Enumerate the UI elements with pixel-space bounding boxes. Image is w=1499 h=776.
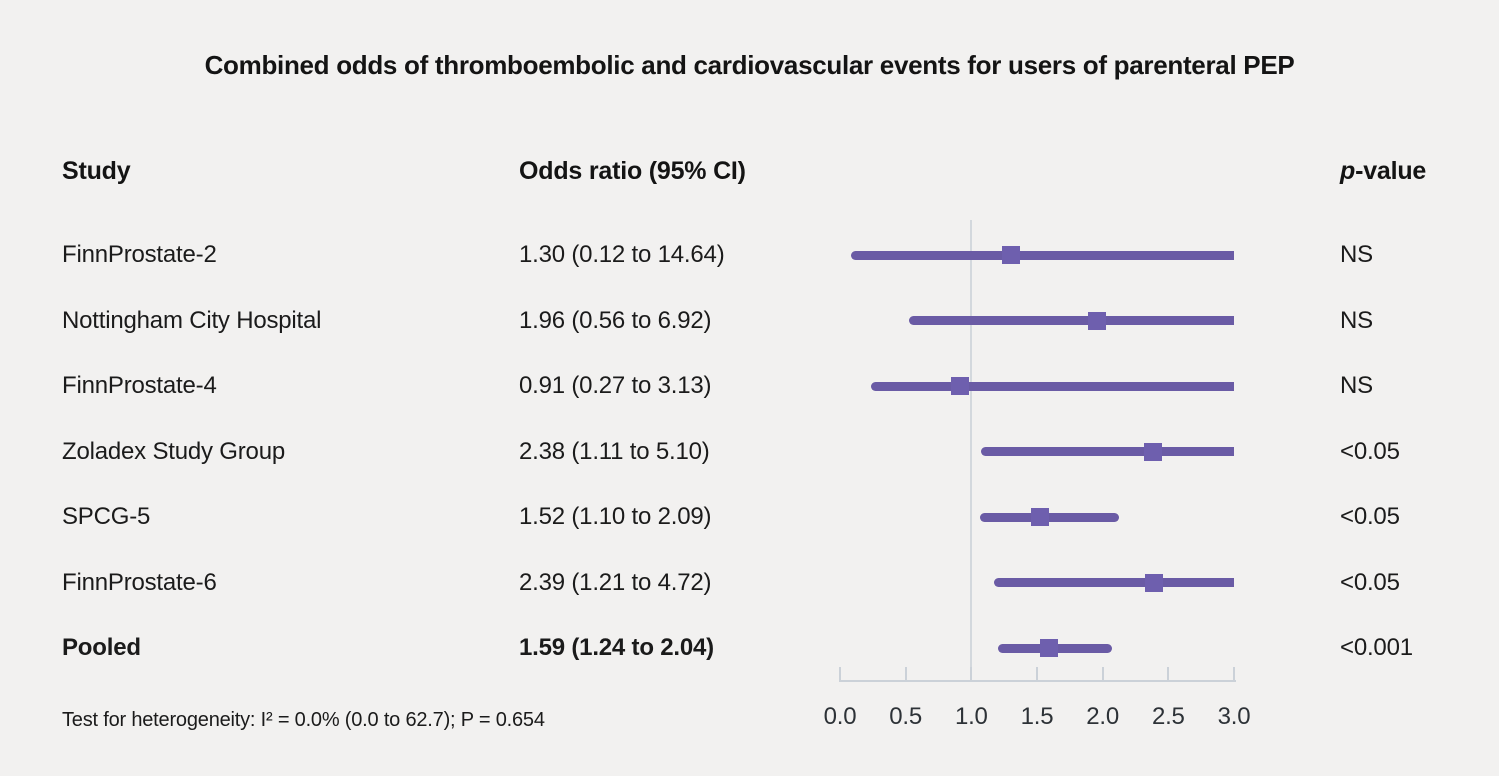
reference-line: [970, 220, 973, 680]
x-axis-tick: [970, 667, 973, 680]
study-label: FinnProstate-6: [62, 568, 217, 596]
study-label: FinnProstate-2: [62, 241, 217, 268]
x-axis-tick-label: 2.0: [1086, 703, 1120, 730]
odds-ratio-label: 2.39 (1.21 to 4.72): [519, 568, 712, 596]
study-label: Nottingham City Hospital: [62, 306, 322, 334]
x-axis-tick: [904, 667, 907, 680]
column-header-odds-ratio: Odds ratio (95% CI): [519, 157, 746, 185]
ci-line: [994, 578, 1234, 587]
pvalue-label: NS: [1340, 372, 1373, 399]
study-label: Pooled: [62, 634, 141, 661]
study-label: SPCG-5: [62, 503, 151, 530]
pvalue-label: NS: [1340, 306, 1373, 334]
x-axis-tick: [1167, 667, 1170, 680]
pvalue-label: <0.05: [1340, 503, 1400, 530]
or-marker: [1143, 442, 1162, 461]
or-marker: [1039, 639, 1058, 657]
column-header-study: Study: [62, 157, 131, 185]
pvalue-header-italic-p: p: [1340, 157, 1356, 185]
x-axis-tick-label: 2.5: [1151, 703, 1185, 730]
x-axis-tick-label: 1.5: [1020, 703, 1054, 730]
x-axis-tick-label: 3.0: [1217, 703, 1251, 730]
pvalue-header-rest: -value: [1355, 157, 1427, 185]
study-label: FinnProstate-4: [62, 372, 217, 399]
odds-ratio-label: 1.59 (1.24 to 2.04): [519, 634, 714, 661]
x-axis-tick: [1036, 667, 1038, 680]
x-axis-tick: [1101, 667, 1104, 680]
pvalue-label: NS: [1340, 241, 1373, 268]
pvalue-label: <0.05: [1340, 568, 1400, 596]
x-axis-tick: [1233, 667, 1235, 680]
x-axis-tick-label: 0.5: [889, 703, 923, 730]
odds-ratio-label: 1.96 (0.56 to 6.92): [519, 306, 712, 334]
odds-ratio-label: 1.52 (1.10 to 2.09): [519, 503, 712, 530]
x-axis-line: [839, 680, 1236, 682]
or-marker: [950, 377, 969, 395]
column-header-pvalue: p-value: [1340, 156, 1426, 186]
ci-line: [909, 316, 1234, 325]
ci-line: [979, 512, 1119, 522]
x-axis-tick: [839, 667, 841, 680]
odds-ratio-label: 1.30 (0.12 to 14.64): [519, 241, 725, 268]
or-marker: [1001, 246, 1020, 264]
pvalue-label: <0.001: [1340, 634, 1413, 661]
study-label: Zoladex Study Group: [62, 437, 285, 465]
or-marker: [1030, 508, 1049, 526]
ci-line: [851, 250, 1234, 260]
figure-title: Combined odds of thromboembolic and card…: [204, 50, 1295, 80]
pvalue-label: <0.05: [1340, 437, 1400, 465]
x-axis-tick-label: 1.0: [954, 703, 988, 730]
odds-ratio-label: 2.38 (1.11 to 5.10): [519, 437, 710, 465]
ci-line: [870, 381, 1234, 391]
or-marker: [1088, 311, 1107, 330]
or-marker: [1144, 573, 1163, 592]
ci-line: [981, 447, 1234, 456]
heterogeneity-note: Test for heterogeneity: I² = 0.0% (0.0 t…: [62, 709, 545, 731]
odds-ratio-label: 0.91 (0.27 to 3.13): [519, 372, 712, 399]
x-axis-tick-label: 0.0: [823, 703, 857, 730]
